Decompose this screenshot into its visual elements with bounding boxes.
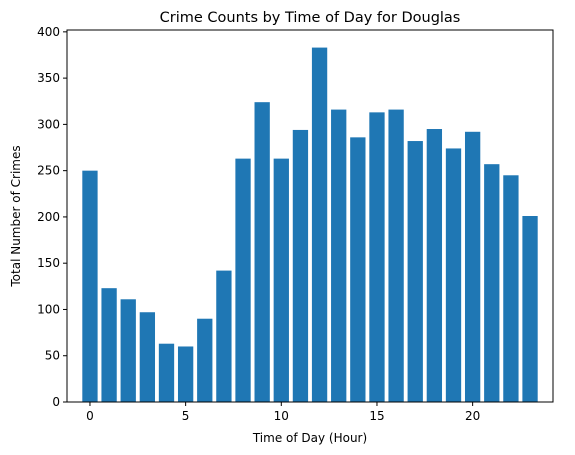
- bar-hour-15: [369, 112, 385, 402]
- bar-hour-21: [484, 164, 500, 402]
- bar-hour-20: [464, 131, 481, 402]
- bar-hour-12: [311, 47, 328, 402]
- y-axis-label: Total Number of Crimes: [9, 145, 23, 287]
- chart-title: Crime Counts by Time of Day for Douglas: [160, 10, 461, 26]
- bar-hour-9: [254, 102, 270, 402]
- y-tick-label: 250: [37, 164, 60, 178]
- bar-hour-18: [426, 129, 443, 402]
- x-tick-label: 20: [465, 409, 480, 423]
- y-tick-label: 50: [45, 349, 60, 363]
- x-axis-ticks: 0 5 10 15 20: [86, 402, 480, 423]
- x-tick-label: 0: [86, 409, 94, 423]
- bar-hour-22: [503, 175, 519, 402]
- x-tick-label: 5: [182, 409, 190, 423]
- plot-frame: [66, 29, 554, 403]
- y-tick-label: 350: [37, 71, 60, 85]
- bar-hour-13: [331, 109, 347, 402]
- bar-hour-1: [101, 288, 117, 402]
- bar-hour-2: [120, 299, 136, 402]
- bar-hour-3: [139, 312, 156, 402]
- bar-hour-14: [350, 137, 366, 403]
- bar-hour-10: [273, 158, 289, 402]
- y-tick-label: 0: [52, 395, 60, 409]
- bar-hour-16: [388, 109, 404, 402]
- bar-hour-5: [177, 346, 194, 402]
- x-axis-label: Time of Day (Hour): [252, 431, 367, 445]
- y-tick-label: 100: [37, 302, 60, 316]
- y-tick-label: 400: [37, 25, 60, 39]
- bar-hour-7: [216, 270, 232, 402]
- bar-hour-6: [197, 318, 213, 402]
- bar-hour-19: [445, 148, 462, 402]
- bars: [82, 47, 538, 403]
- y-tick-label: 150: [37, 256, 60, 270]
- bar-hour-17: [407, 141, 423, 402]
- x-tick-label: 10: [274, 409, 289, 423]
- bar-hour-23: [522, 216, 538, 402]
- y-axis-ticks: 0 50 100 150 200 250 300 350 400: [37, 25, 67, 409]
- x-tick-label: 15: [369, 409, 384, 423]
- bar-hour-11: [292, 129, 309, 402]
- bar-hour-0: [82, 170, 98, 402]
- bar-hour-8: [235, 158, 251, 402]
- y-tick-label: 300: [37, 117, 60, 131]
- bar-hour-4: [158, 343, 175, 402]
- y-tick-label: 200: [37, 210, 60, 224]
